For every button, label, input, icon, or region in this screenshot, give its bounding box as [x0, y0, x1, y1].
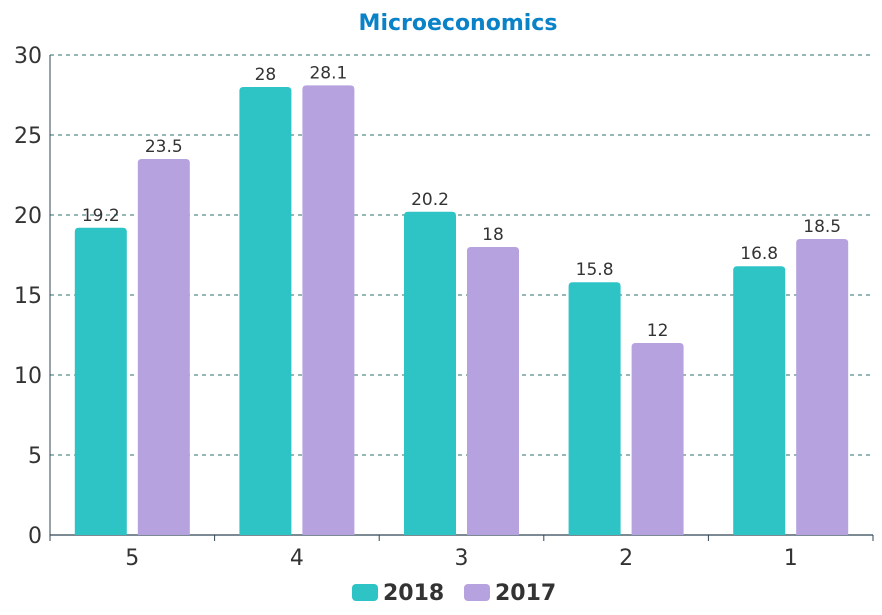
bar-2017-4[interactable]: [302, 85, 355, 536]
bar-2017-3[interactable]: [467, 247, 519, 535]
data-label: 15.8: [576, 260, 614, 280]
x-tick-label: 2: [619, 546, 633, 571]
y-tick-label: 15: [14, 284, 42, 309]
data-label: 18: [482, 225, 504, 245]
legend-swatch-2018[interactable]: [352, 584, 378, 601]
bar-2018-4[interactable]: [239, 87, 292, 535]
y-tick-label: 5: [28, 444, 42, 469]
data-label: 12: [647, 321, 669, 341]
x-tick-label: 4: [290, 546, 304, 571]
axes: 0 5 10 15 20 25 30 5 4 3 2 1: [14, 44, 874, 571]
data-label: 28.1: [309, 63, 347, 83]
y-tick-label: 10: [14, 364, 42, 389]
bar-2018-1[interactable]: [733, 266, 786, 535]
legend-label-2017[interactable]: 2017: [495, 581, 556, 606]
bar-2018-5[interactable]: [74, 227, 127, 536]
legend[interactable]: 2018 2017: [352, 581, 556, 606]
chart-title: Microeconomics: [359, 11, 558, 36]
data-label: 23.5: [145, 137, 183, 157]
data-labels: 19.2 23.5 28 28.1 20.2 18 15.8 12 16.8 18.5: [82, 63, 841, 341]
data-label: 16.8: [740, 244, 778, 264]
x-tick-label: 3: [455, 546, 469, 571]
data-label: 28: [255, 65, 277, 85]
bar-2018-2[interactable]: [568, 282, 621, 535]
legend-label-2018[interactable]: 2018: [383, 581, 444, 606]
bar-2017-1[interactable]: [796, 239, 849, 535]
y-tick-label: 0: [28, 524, 42, 549]
y-tick-label: 30: [14, 44, 42, 69]
legend-swatch-2017[interactable]: [464, 584, 490, 601]
y-tick-label: 20: [14, 204, 42, 229]
data-label: 20.2: [411, 190, 449, 210]
bar-2018-3[interactable]: [404, 211, 456, 536]
x-tick-label: 5: [125, 546, 139, 571]
x-tick-label: 1: [784, 546, 798, 571]
data-label: 19.2: [82, 206, 120, 226]
bar-2017-2[interactable]: [631, 343, 684, 535]
bars: [74, 85, 849, 536]
bar-2017-5[interactable]: [137, 159, 190, 535]
y-tick-label: 25: [14, 124, 42, 149]
data-label: 18.5: [803, 217, 841, 237]
